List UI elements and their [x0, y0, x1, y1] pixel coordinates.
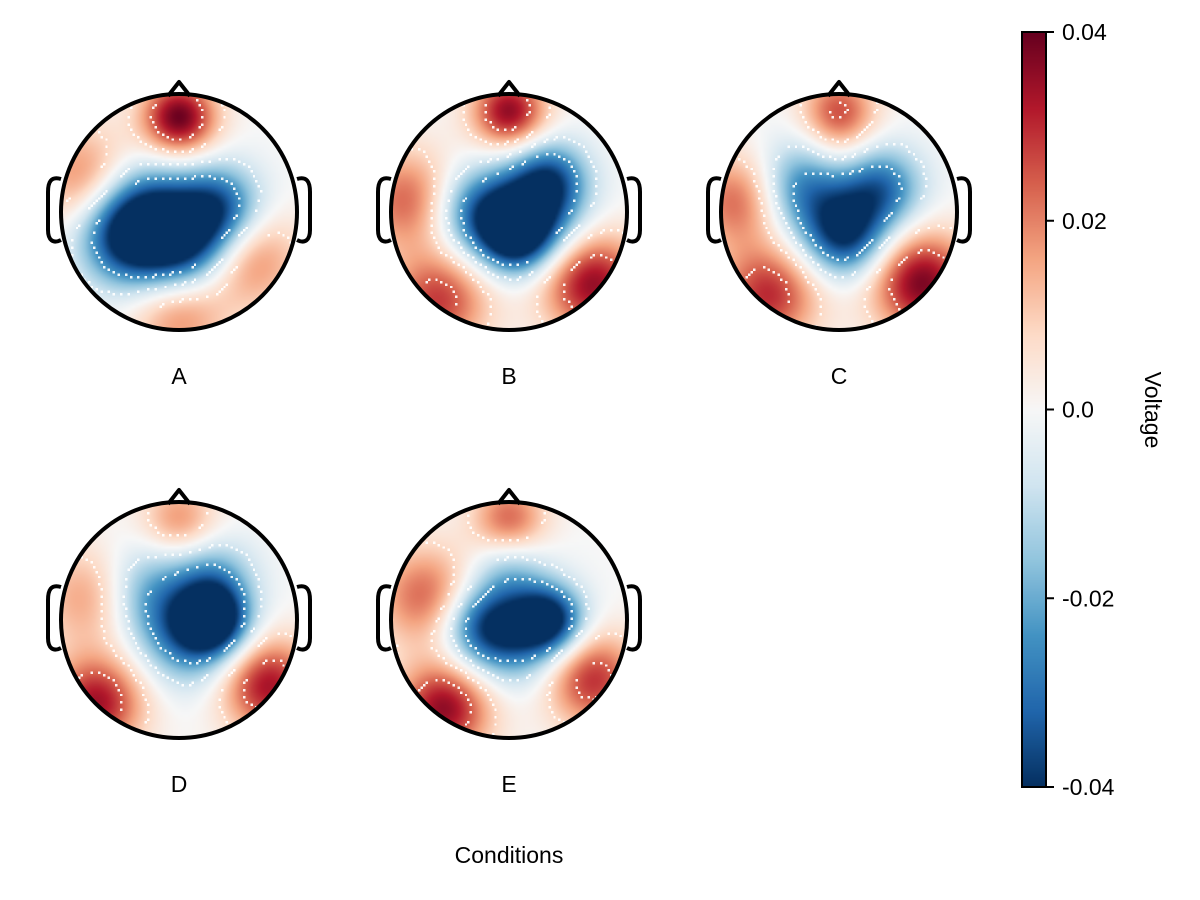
topoplot-D: D: [48, 490, 310, 797]
colorbar-tick-label: 0.02: [1062, 208, 1107, 234]
topoplot-A: A: [48, 82, 310, 389]
topoplot-E: E: [378, 490, 640, 797]
colorbar-tick-label: -0.02: [1062, 585, 1114, 611]
topoplot-B: B: [378, 82, 640, 389]
panel-label-A: A: [171, 363, 187, 389]
colorbar-gradient: [1022, 32, 1046, 787]
colorbar-label: Voltage: [1140, 372, 1166, 449]
panel-label-C: C: [831, 363, 848, 389]
colorbar: 0.04 0.02 0.0 -0.02 -0.04 Voltage: [1022, 19, 1166, 800]
colorbar-tick-label: 0.0: [1062, 397, 1094, 423]
colorbar-ticks: 0.04 0.02 0.0 -0.02 -0.04: [1046, 19, 1115, 800]
colorbar-tick-label: 0.04: [1062, 19, 1107, 45]
panel-label-B: B: [501, 363, 516, 389]
x-axis-label: Conditions: [455, 842, 564, 868]
topoplot-panels: A B C D E: [48, 82, 970, 797]
colorbar-tick-label: -0.04: [1062, 774, 1115, 800]
panel-label-D: D: [171, 771, 188, 797]
topoplot-C: C: [708, 82, 970, 389]
panel-label-E: E: [501, 771, 516, 797]
